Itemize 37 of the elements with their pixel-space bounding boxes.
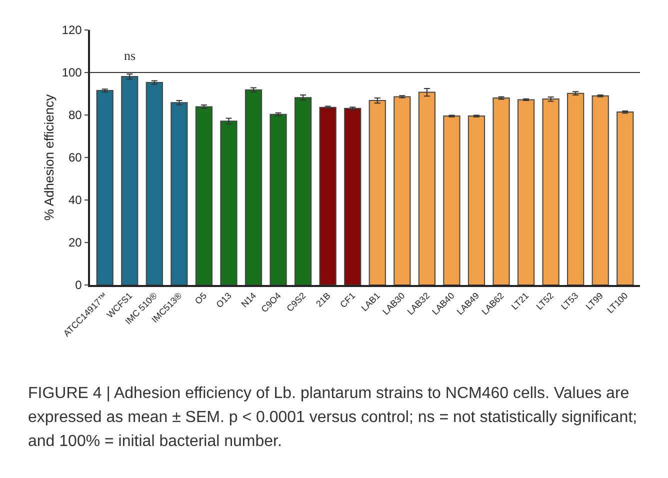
bar: [616, 112, 634, 285]
bar: [294, 97, 312, 285]
bar: [344, 108, 362, 285]
y-tick-label: 40: [68, 193, 82, 208]
y-tick-label: 20: [68, 236, 82, 250]
bar: [244, 89, 262, 285]
y-tick-label: 100: [62, 66, 82, 80]
y-axis-title: % Adhesion efficiency: [42, 94, 56, 221]
bar: [270, 114, 287, 285]
bar: [567, 92, 584, 285]
bar: [418, 92, 436, 285]
bar: [394, 96, 411, 285]
x-tick-label: 21B: [314, 290, 332, 309]
bar: [542, 98, 560, 285]
y-tick-label: 0: [75, 278, 82, 292]
y-tick-label: 80: [68, 108, 82, 122]
y-tick-label: 120: [62, 23, 82, 38]
x-tick-label: CF1: [338, 290, 358, 310]
x-tick-label: O5: [192, 290, 209, 306]
bar: [146, 82, 163, 285]
bar: [319, 106, 336, 285]
annotation: ns: [124, 48, 136, 63]
bar: [517, 99, 535, 285]
bar: [121, 76, 138, 285]
x-tick-label: O13: [214, 290, 234, 310]
bar: [592, 95, 609, 285]
bar: [195, 106, 213, 285]
bar: [96, 90, 114, 285]
bar: [220, 120, 238, 285]
bar: [368, 100, 386, 285]
y-tick-label: 60: [68, 150, 82, 165]
x-tick-label: N14: [239, 290, 258, 310]
bar: [492, 98, 510, 285]
bar: [443, 116, 460, 285]
caption: FIGURE 4 | Adhesion efficiency of Lb. plantarum strains to NCM460 cells. Values are expressed as mean ± SEM. p < 0.0001 versus control; ns = not statistically significant; and 100% = initial bacterial number.: [28, 384, 638, 452]
bar: [170, 102, 188, 285]
bar: [468, 116, 486, 285]
